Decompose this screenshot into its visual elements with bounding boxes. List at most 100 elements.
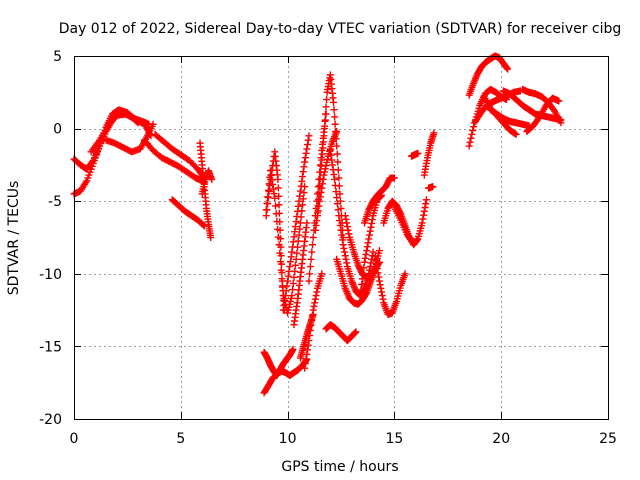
data-point [302, 355, 310, 363]
data-point [279, 283, 287, 291]
data-point [300, 163, 308, 171]
data-point [308, 248, 316, 256]
data-point [270, 190, 278, 198]
y-tick-label: -15 [39, 339, 62, 355]
data-point [319, 138, 327, 146]
data-point [313, 288, 321, 296]
series-arc-14 [279, 132, 313, 314]
y-tick-label: -10 [39, 267, 62, 283]
data-point [469, 127, 477, 135]
data-point [286, 258, 294, 266]
data-point [283, 282, 291, 290]
series-arc-02 [70, 106, 155, 173]
data-point [290, 273, 298, 281]
data-point [343, 259, 351, 267]
data-point [369, 248, 377, 256]
data-point [323, 158, 331, 166]
data-point [273, 218, 281, 226]
data-point [303, 145, 311, 153]
data-point [328, 161, 336, 169]
data-point [375, 273, 383, 281]
data-point [330, 106, 338, 114]
data-point [365, 235, 373, 243]
data-point [372, 256, 380, 264]
series-arc-21 [322, 321, 360, 345]
data-point [368, 216, 376, 224]
data-point [299, 173, 307, 181]
data-point [323, 155, 331, 163]
series-arc-19 [311, 128, 341, 234]
data-point [301, 158, 309, 166]
data-point [88, 158, 96, 166]
data-point [275, 201, 283, 209]
x-tick-label: 5 [176, 431, 185, 447]
data-point [305, 132, 313, 140]
data-point [293, 212, 301, 220]
data-point [295, 231, 303, 239]
data-point [264, 193, 272, 201]
data-point [289, 238, 297, 246]
data-point [342, 255, 350, 263]
data-point [336, 217, 344, 225]
data-point [333, 200, 341, 208]
x-tick-label: 15 [385, 431, 403, 447]
data-point [311, 226, 319, 234]
data-point [557, 119, 565, 127]
data-point [265, 188, 273, 196]
data-point [306, 332, 314, 340]
data-point [269, 181, 277, 189]
x-tick-label: 10 [279, 431, 297, 447]
series-arc-12 [262, 148, 288, 314]
data-point [378, 292, 386, 300]
series-arc-25 [356, 191, 386, 300]
data-point [288, 248, 296, 256]
series-arc-17 [301, 270, 326, 372]
data-point [280, 301, 288, 309]
data-point [366, 227, 374, 235]
data-point [335, 174, 343, 182]
series-arc-07 [168, 196, 208, 230]
data-point [315, 195, 323, 203]
data-point [307, 321, 315, 329]
data-point [343, 223, 351, 231]
data-point [268, 176, 276, 184]
series-arc-39 [519, 85, 565, 127]
data-point [430, 129, 438, 137]
data-point [276, 249, 284, 257]
data-point [333, 150, 341, 158]
data-point [330, 171, 338, 179]
data-point [281, 296, 289, 304]
data-point [278, 275, 286, 283]
y-tick-label: 0 [53, 122, 62, 138]
data-point [376, 281, 384, 289]
data-point [320, 132, 328, 140]
data-point [304, 346, 312, 354]
data-point [279, 306, 287, 314]
data-point [357, 286, 365, 294]
data-point [371, 252, 379, 260]
data-point [290, 233, 298, 241]
data-point [262, 206, 270, 214]
data-point [307, 255, 315, 263]
data-point [308, 316, 316, 324]
data-point [375, 247, 383, 255]
data-point [317, 168, 325, 176]
series-arc-03 [87, 110, 153, 156]
data-point [316, 161, 324, 169]
data-point [468, 130, 476, 138]
data-point [263, 199, 271, 207]
x-tick-label: 25 [599, 431, 617, 447]
data-point [329, 166, 337, 174]
y-tick-label: -20 [39, 412, 62, 428]
data-point [368, 255, 376, 263]
data-point [374, 269, 382, 277]
series-arc-37 [487, 106, 533, 130]
data-point [334, 158, 342, 166]
series-arc-20 [314, 71, 347, 241]
data-point [274, 225, 282, 233]
y-axis-title: SDTVAR / TECUs [6, 181, 22, 296]
data-point [466, 138, 474, 146]
x-tick-label: 0 [70, 431, 79, 447]
series-arc-29 [390, 196, 430, 249]
